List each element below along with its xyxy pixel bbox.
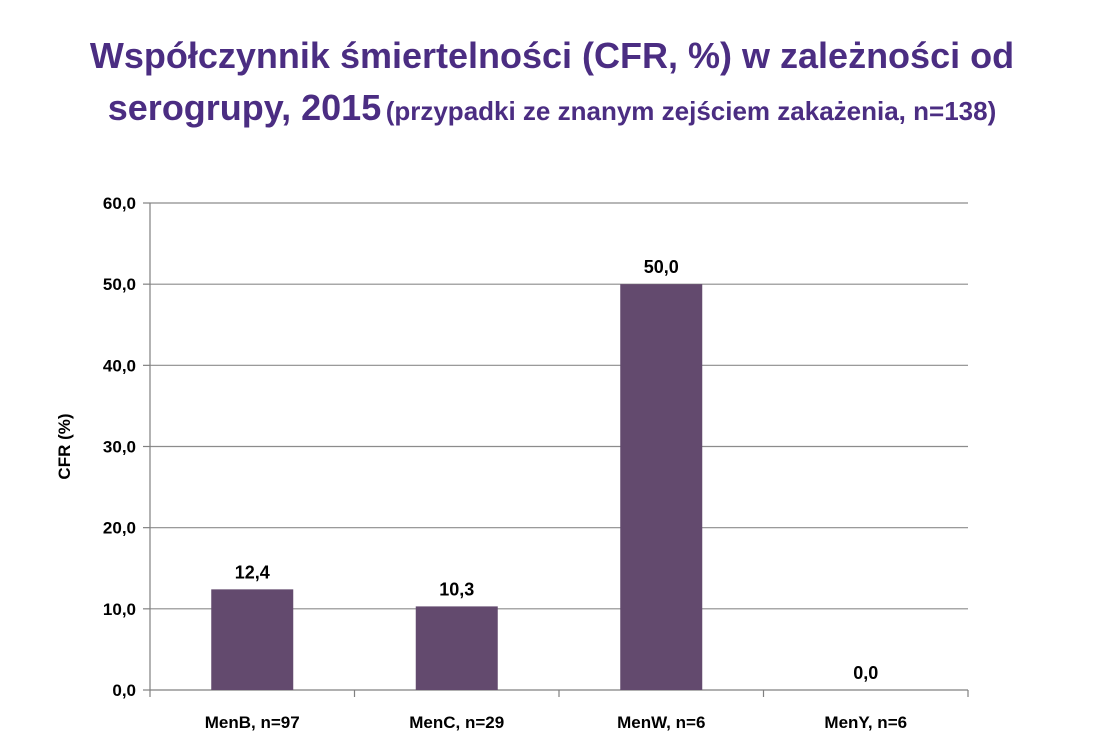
labels: 0,0 10,0 20,0 30,0 40,0 50,0 60,0 12,4 MenB, n=9…: [55, 194, 907, 732]
data-label: 0,0: [853, 663, 878, 683]
x-tick-label: MenY, n=6: [824, 713, 907, 732]
y-tick-label: 50,0: [103, 275, 136, 294]
x-tick-label: MenB, n=97: [205, 713, 300, 732]
y-tick-label: 30,0: [103, 438, 136, 457]
y-tick-label: 40,0: [103, 356, 136, 375]
bar: [620, 284, 703, 690]
chart-title-line-2: serogrupy, 2015 (przypadki ze znanym zej…: [0, 82, 1104, 142]
bars: [211, 284, 703, 690]
chart-title-line-1: Współczynnik śmiertelności (CFR, %) w za…: [89, 35, 1015, 76]
y-axis-title: CFR (%): [55, 413, 74, 479]
y-tick-label: 10,0: [103, 600, 136, 619]
y-tick-label: 60,0: [103, 194, 136, 213]
chart-title-block: Współczynnik śmiertelności (CFR, %) w za…: [0, 30, 1104, 142]
data-label: 10,3: [439, 579, 474, 599]
chart-title-line-2-main: serogrupy, 2015: [107, 87, 382, 128]
x-tick-label: MenC, n=29: [409, 713, 504, 732]
bar: [211, 589, 294, 690]
gridlines: [150, 202, 968, 610]
x-tick-label: MenW, n=6: [617, 713, 705, 732]
chart-subtitle: (przypadki ze znanym zejściem zakażenia,…: [385, 96, 997, 126]
y-tick-label: 20,0: [103, 519, 136, 538]
y-tick-label: 0,0: [112, 681, 136, 700]
bar: [415, 606, 498, 690]
data-label: 12,4: [235, 562, 270, 582]
data-label: 50,0: [644, 257, 679, 277]
